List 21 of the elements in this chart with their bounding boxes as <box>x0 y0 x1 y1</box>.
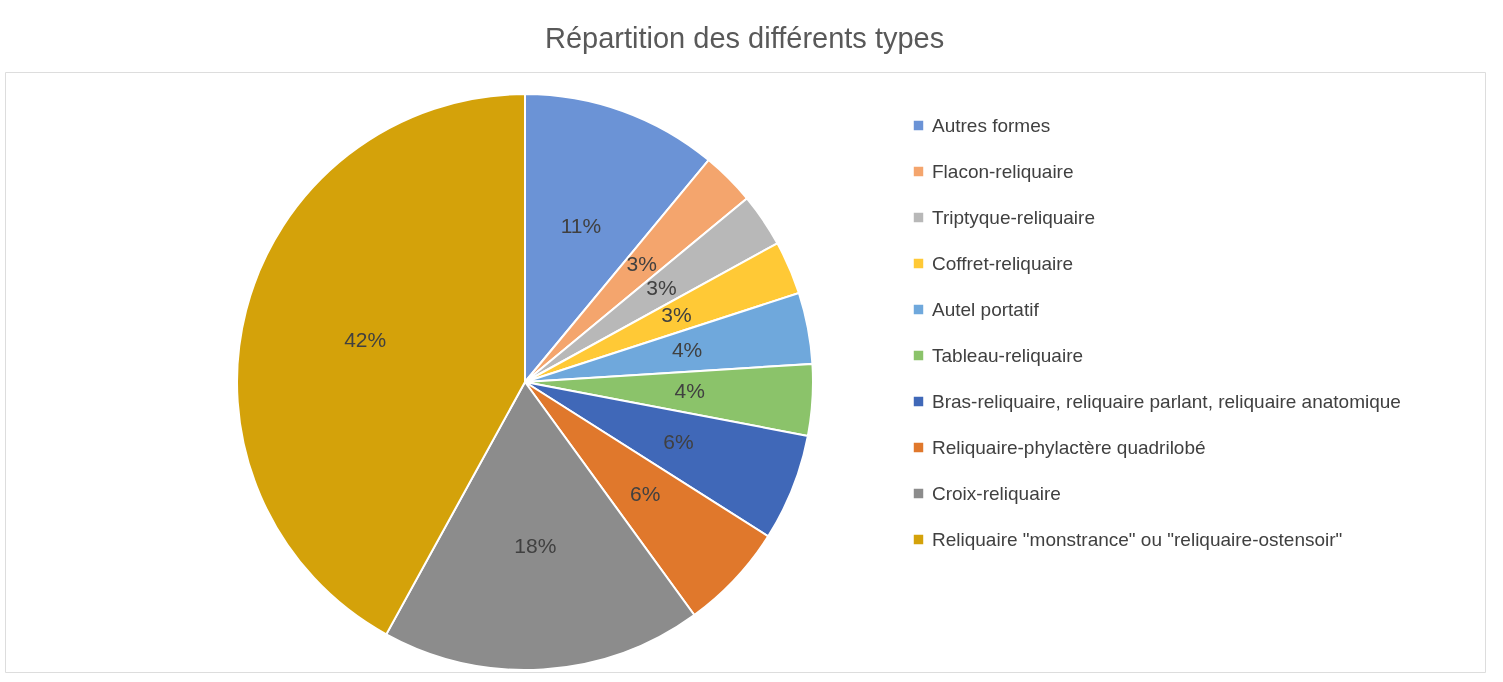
chart-title: Répartition des différents types <box>545 22 945 54</box>
data-label: 42% <box>344 327 387 351</box>
legend-label: Flacon-reliquaire <box>932 160 1074 182</box>
legend-label: Tableau-reliquaire <box>932 344 1084 366</box>
legend-label: Reliquaire-phylactère quadrilobé <box>932 436 1206 458</box>
legend-label: Autres formes <box>932 114 1051 136</box>
legend-label: Autel portatif <box>932 298 1040 320</box>
data-label: 3% <box>661 303 692 327</box>
data-label: 18% <box>514 533 557 557</box>
data-label: 3% <box>626 252 657 276</box>
data-label: 6% <box>663 429 694 453</box>
legend-label: Triptyque-reliquaire <box>932 206 1095 228</box>
legend-label: Bras-reliquaire, reliquaire parlant, reliquaire anatomique <box>932 390 1401 412</box>
legend-label: Coffret-reliquaire <box>932 252 1074 274</box>
data-label: 11% <box>560 213 602 237</box>
legend-label: Reliquaire "monstrance" ou "reliquaire-ostensoir" <box>932 528 1343 550</box>
legend-label: Croix-reliquaire <box>932 482 1061 504</box>
data-label: 4% <box>674 379 705 403</box>
data-label: 6% <box>630 481 661 505</box>
data-label: 4% <box>671 338 703 362</box>
data-label: 3% <box>646 276 677 300</box>
